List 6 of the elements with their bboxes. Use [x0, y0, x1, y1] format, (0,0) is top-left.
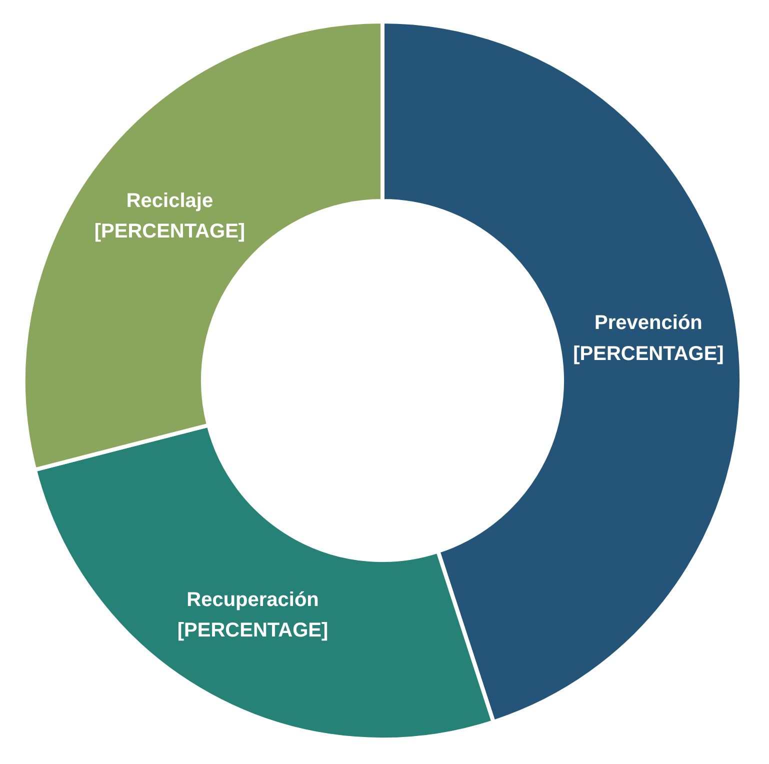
slice-label: Prevención [594, 312, 702, 334]
slice-label: Reciclaje [126, 190, 214, 212]
data-label: [PERCENTAGE] [94, 220, 246, 243]
data-label: [PERCENTAGE] [573, 343, 724, 365]
slice-label: Recuperación [186, 588, 319, 611]
data-label: [PERCENTAGE] [177, 620, 328, 642]
